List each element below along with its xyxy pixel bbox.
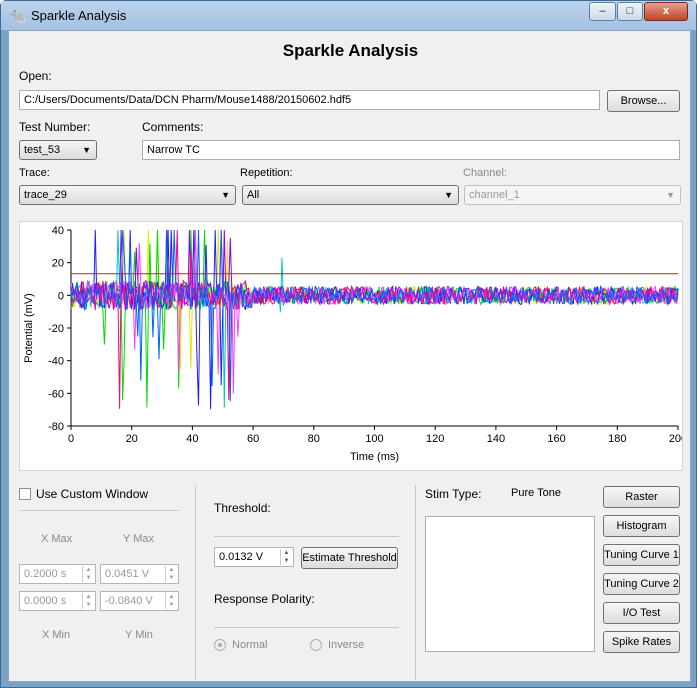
trace-line [70,229,679,402]
minimize-button[interactable]: ‒ [589,2,616,21]
divider [214,536,399,537]
normal-radio [214,639,226,651]
trace-line [70,229,679,410]
normal-label: Normal [232,639,268,651]
x-min-value: 0.0000 s [24,595,67,607]
trace-value: trace_29 [24,189,67,201]
spin-arrows-icon: ▲ ▼ [82,593,94,609]
x-max-spinbox: 0.2000 s ▲ ▼ [19,564,96,584]
open-label: Open: [19,69,52,83]
estimate-threshold-button[interactable]: Estimate Threshold [301,547,398,569]
x-min-label: X Min [42,629,71,641]
page-title: Sparkle Analysis [282,41,419,60]
stim-type-label: Stim Type: [425,487,482,501]
trace-select[interactable]: trace_29 ▼ [19,185,236,205]
vertical-divider [415,485,416,680]
inverse-radio [310,639,322,651]
y-max-spinbox: 0.0451 V ▲ ▼ [100,564,179,584]
y-min-spinbox: -0.0840 V ▲ ▼ [100,591,179,611]
x-axis-label: Time (ms) [350,451,399,463]
stim-type-value: Pure Tone [511,487,561,499]
repetition-label: Repetition: [240,167,293,179]
threshold-label: Threshold: [214,501,271,515]
maximize-button[interactable]: □ [617,2,643,21]
x-tick-label: 60 [247,433,259,445]
test-number-label: Test Number: [19,120,91,134]
channel-select: channel_1 ▼ [464,185,681,205]
vertical-divider [195,485,196,680]
spin-arrows-icon: ▲ ▼ [165,566,177,582]
tuning-curve-1-button[interactable]: Tuning Curve 1 [603,544,680,566]
trace-line [70,229,679,409]
y-min-value: -0.0840 V [105,595,153,607]
channel-label: Channel: [463,167,508,179]
x-tick-label: 100 [365,433,383,445]
y-tick-label: 40 [52,225,64,237]
y-axis-label: Potential (mV) [23,293,35,363]
x-min-spinbox: 0.0000 s ▲ ▼ [19,591,96,611]
plot-area[interactable]: 40 20 0 -20 -40 -60 -80 0 20 40 60 80 100 120 140 160 18… [19,221,687,471]
inverse-label: Inverse [328,639,365,651]
y-min-label: Y Min [125,629,153,641]
tuning-curve-2-button[interactable]: Tuning Curve 2 [603,573,680,595]
threshold-value: 0.0132 V [219,551,264,563]
x-max-label: X Max [41,533,73,545]
threshold-spinbox[interactable]: 0.0132 V ▲ ▼ [214,547,294,567]
test-number-value: test_53 [24,144,61,156]
x-tick-label: 200 [669,433,682,445]
response-polarity-label: Response Polarity: [214,592,315,606]
repetition-value: All [247,189,260,201]
y-max-label: Y Max [123,533,154,545]
window-title: Sparkle Analysis [31,8,127,23]
comments-input[interactable]: Narrow TC [142,140,680,160]
y-tick-label: -60 [48,388,64,400]
main-panel: Sparkle Analysis Open: C:/Users/Document… [8,30,691,682]
trace-label: Trace: [19,167,50,179]
stim-list[interactable] [425,516,595,652]
spike-rates-button[interactable]: Spike Rates [603,631,680,653]
y-tick-label: -80 [48,421,64,433]
comments-label: Comments: [142,120,204,134]
y-tick-label: 0 [58,290,64,302]
chevron-down-icon: ▼ [444,190,453,200]
x-max-value: 0.2000 s [24,568,67,580]
spin-arrows-icon: ▲ ▼ [82,566,94,582]
chevron-down-icon: ▼ [666,190,675,200]
channel-value: channel_1 [469,189,520,201]
spin-arrows-icon: ▲ ▼ [165,593,177,609]
y-tick-label: -20 [48,323,64,335]
x-tick-label: 80 [308,433,320,445]
divider [214,627,399,628]
repetition-select[interactable]: All ▼ [242,185,459,205]
title-bar: 🐀 Sparkle Analysis ‒ □ x [1,1,696,30]
custom-window-label: Use Custom Window [36,487,149,501]
y-max-value: 0.0451 V [105,568,150,580]
close-button[interactable]: x [644,2,688,21]
trace-line [70,229,679,408]
x-tick-label: 160 [547,433,565,445]
app-mouse-icon: 🐀 [9,7,27,23]
chevron-down-icon: ▼ [82,145,91,155]
spin-arrows-icon[interactable]: ▲ ▼ [280,549,292,565]
chevron-down-icon: ▼ [221,190,230,200]
custom-window-checkbox[interactable] [19,488,31,500]
x-tick-label: 140 [487,433,505,445]
histogram-button[interactable]: Histogram [603,515,680,537]
io-test-button[interactable]: I/O Test [603,602,680,624]
x-tick-label: 40 [186,433,198,445]
browse-button[interactable]: Browse... [607,90,680,112]
y-tick-label: 20 [52,258,64,270]
x-tick-label: 180 [608,433,626,445]
x-tick-label: 0 [68,433,74,445]
x-tick-label: 120 [426,433,444,445]
raster-button[interactable]: Raster [603,486,680,508]
divider [19,510,179,511]
x-tick-label: 20 [126,433,138,445]
y-tick-label: -40 [48,356,64,368]
test-number-select[interactable]: test_53 ▼ [19,140,97,160]
file-path-input[interactable]: C:/Users/Documents/Data/DCN Pharm/Mouse1… [19,90,600,110]
